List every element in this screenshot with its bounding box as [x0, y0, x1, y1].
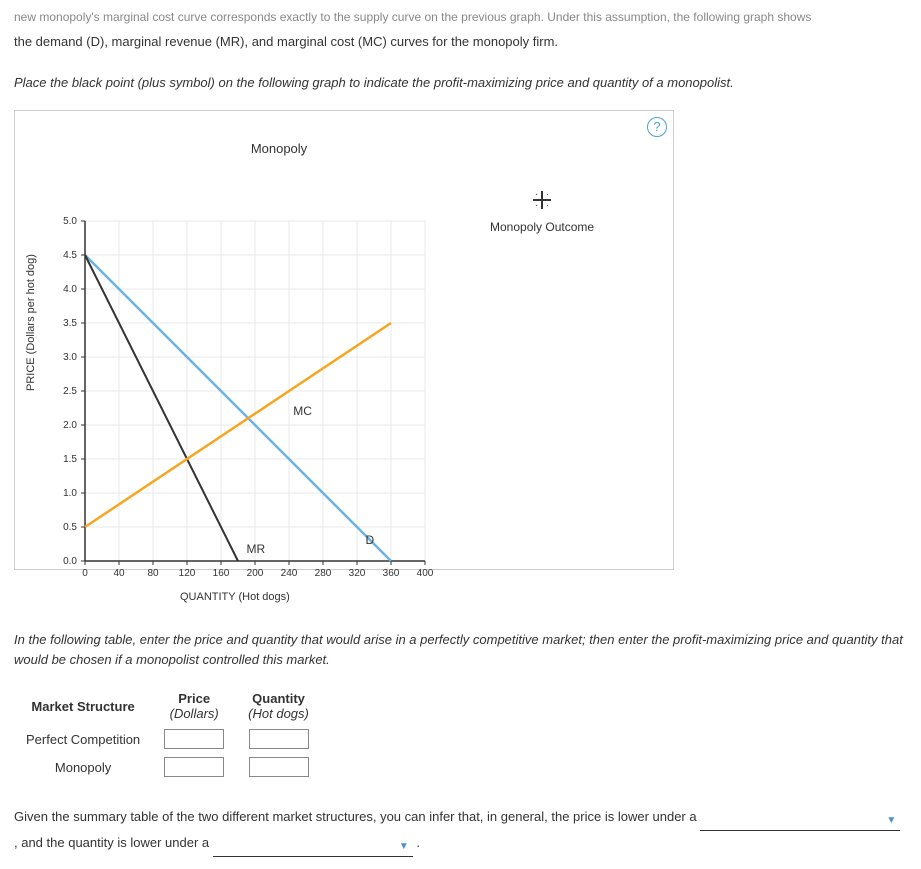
th-price: Price (Dollars) [152, 687, 236, 725]
summary-text: Given the summary table of the two diffe… [14, 805, 907, 857]
legend-label: Monopoly Outcome [490, 220, 594, 234]
x-axis-label: QUANTITY (Hot dogs) [180, 591, 290, 603]
svg-text:120: 120 [179, 568, 196, 579]
chart-svg[interactable]: 0 40 80 120 160 200 240 280 320 360 400 0.0 0.5 1.0 1.… [55, 211, 435, 591]
th-quantity: Quantity (Hot dogs) [236, 687, 321, 725]
svg-text:0: 0 [82, 568, 88, 579]
table-row: Perfect Competition [14, 725, 321, 753]
dropdown-price-lower[interactable]: ▼ [700, 812, 900, 831]
y-axis-label: PRICE (Dollars per hot dog) [25, 254, 37, 391]
intro-text: the demand (D), marginal revenue (MR), a… [14, 32, 907, 53]
instruction-text: Place the black point (plus symbol) on t… [14, 73, 907, 94]
quantity-input-1[interactable] [249, 757, 309, 777]
chevron-down-icon: ▼ [391, 838, 409, 856]
svg-text:320: 320 [349, 568, 366, 579]
svg-text:3.5: 3.5 [63, 318, 77, 329]
legend[interactable]: · · · · Monopoly Outcome [490, 191, 594, 234]
svg-text:0.5: 0.5 [63, 522, 77, 533]
svg-text:360: 360 [383, 568, 400, 579]
svg-text:MR: MR [247, 541, 266, 555]
chart-title: Monopoly [0, 141, 673, 156]
svg-text:D: D [366, 533, 375, 547]
svg-text:4.0: 4.0 [63, 284, 77, 295]
svg-text:80: 80 [147, 568, 159, 579]
quantity-input-0[interactable] [249, 729, 309, 749]
svg-text:200: 200 [247, 568, 264, 579]
svg-text:1.5: 1.5 [63, 454, 77, 465]
svg-text:4.5: 4.5 [63, 250, 77, 261]
svg-text:40: 40 [113, 568, 125, 579]
table-row: Monopoly [14, 753, 321, 781]
svg-text:MC: MC [293, 403, 312, 417]
help-icon[interactable]: ? [647, 117, 667, 137]
plus-icon: · · · · [533, 191, 551, 209]
svg-text:400: 400 [417, 568, 434, 579]
row-label: Perfect Competition [14, 725, 152, 753]
market-structure-table: Market Structure Price (Dollars) Quantit… [14, 687, 321, 781]
price-input-0[interactable] [164, 729, 224, 749]
row-label: Monopoly [14, 753, 152, 781]
truncated-header-text: new monopoly's marginal cost curve corre… [14, 10, 907, 24]
chevron-down-icon: ▼ [878, 812, 896, 830]
svg-text:2.0: 2.0 [63, 420, 77, 431]
svg-text:1.0: 1.0 [63, 488, 77, 499]
svg-text:5.0: 5.0 [63, 216, 77, 227]
price-input-1[interactable] [164, 757, 224, 777]
th-structure: Market Structure [14, 687, 152, 725]
table-instruction: In the following table, enter the price … [14, 630, 907, 672]
svg-text:3.0: 3.0 [63, 352, 77, 363]
dropdown-quantity-lower[interactable]: ▼ [213, 838, 413, 857]
chart-container: ? Monopoly PRICE (Dollars per hot dog) 0… [14, 110, 674, 570]
svg-text:0.0: 0.0 [63, 556, 77, 567]
svg-text:2.5: 2.5 [63, 386, 77, 397]
monopoly-outcome-symbol[interactable]: · · · · [490, 191, 594, 212]
svg-text:240: 240 [281, 568, 298, 579]
svg-text:280: 280 [315, 568, 332, 579]
svg-text:160: 160 [213, 568, 230, 579]
